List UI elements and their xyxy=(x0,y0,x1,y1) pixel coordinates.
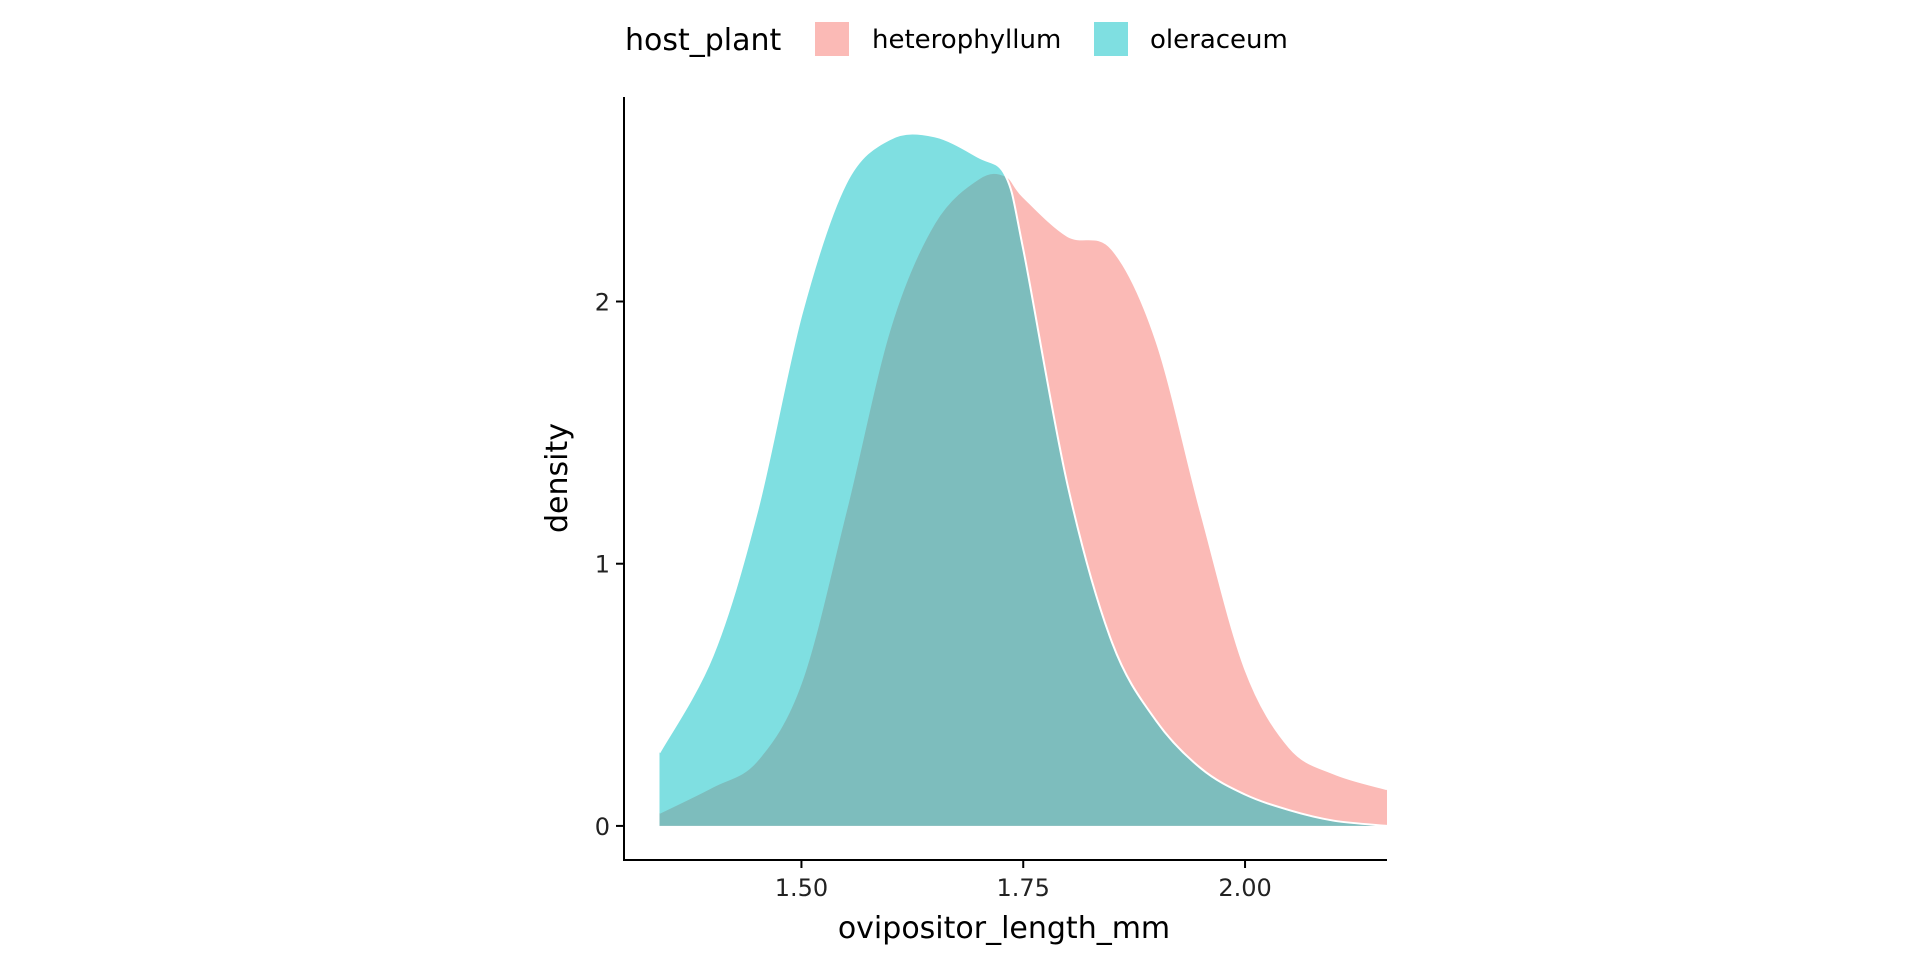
x-tick-label: 1.50 xyxy=(775,874,828,902)
x-axis-title: ovipositor_length_mm xyxy=(838,911,1170,946)
legend-label-oleraceum: oleraceum xyxy=(1150,25,1288,55)
x-tick-label: 2.00 xyxy=(1218,874,1271,902)
y-ticks: 0 1 2 xyxy=(595,289,624,841)
density-area-oleraceum xyxy=(659,133,1387,826)
axes xyxy=(623,97,1387,861)
legend-key-heterophyllum xyxy=(815,22,849,56)
y-tick-label: 0 xyxy=(595,813,610,841)
y-axis-title: density xyxy=(540,423,575,533)
x-tick-label: 1.75 xyxy=(997,874,1050,902)
x-ticks: 1.50 1.75 2.00 xyxy=(775,860,1272,902)
legend-label-heterophyllum: heterophyllum xyxy=(872,25,1061,55)
legend: host_plant heterophyllum oleraceum xyxy=(625,22,1288,58)
y-tick-label: 2 xyxy=(595,289,610,317)
density-areas xyxy=(658,132,1388,827)
legend-title: host_plant xyxy=(625,23,782,58)
legend-key-oleraceum xyxy=(1094,22,1128,56)
density-outline-oleraceum xyxy=(658,132,1388,827)
y-tick-label: 1 xyxy=(595,551,610,579)
